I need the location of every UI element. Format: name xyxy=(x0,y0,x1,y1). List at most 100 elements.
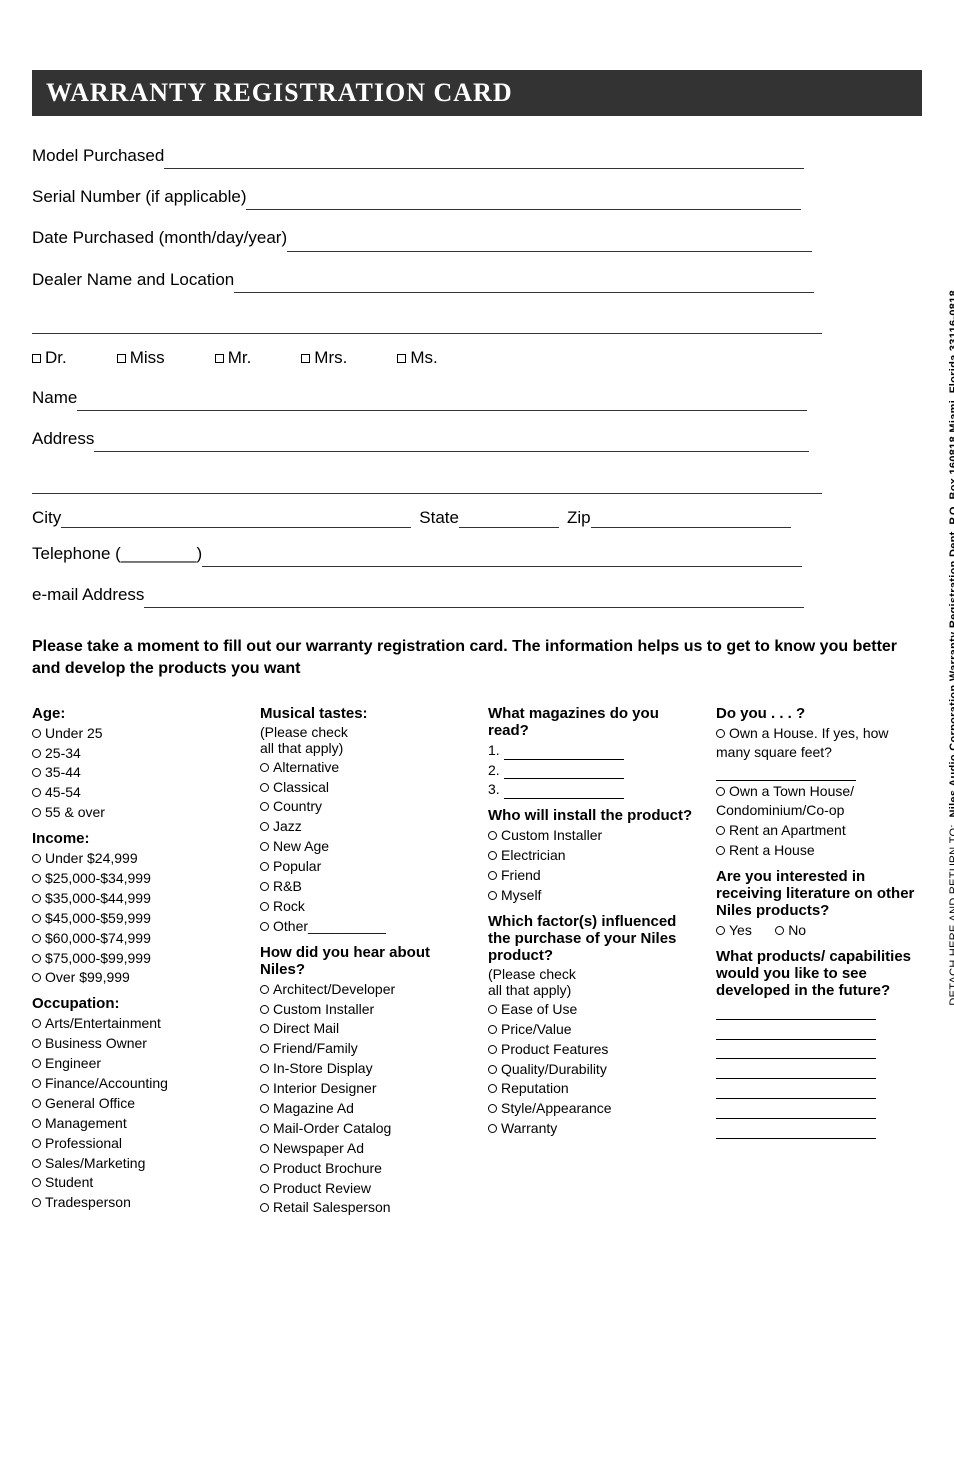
age-opt[interactable]: Under 25 xyxy=(32,724,238,743)
musical-opt[interactable]: R&B xyxy=(260,877,466,896)
magazine-line[interactable]: 2. xyxy=(488,761,694,780)
age-opt[interactable]: 55 & over xyxy=(32,803,238,822)
products-line[interactable] xyxy=(716,1021,922,1040)
field-date[interactable]: Date Purchased (month/day/year) xyxy=(32,224,922,251)
label-telephone: Telephone (________) xyxy=(32,544,202,563)
factors-opt[interactable]: Reputation xyxy=(488,1079,694,1098)
income-opt[interactable]: $25,000-$34,999 xyxy=(32,869,238,888)
label-name: Name xyxy=(32,388,77,407)
musical-opt[interactable]: Country xyxy=(260,797,466,816)
income-heading: Income: xyxy=(32,830,238,847)
occupation-opt[interactable]: Engineer xyxy=(32,1054,238,1073)
doyou-sqft[interactable] xyxy=(716,762,922,781)
income-opt[interactable]: Over $99,999 xyxy=(32,968,238,987)
hear-heading: How did you hear about Niles? xyxy=(260,944,466,978)
hear-opt[interactable]: Mail-Order Catalog xyxy=(260,1119,466,1138)
col-3: What magazines do you read? 1. 2. 3. Who… xyxy=(488,705,694,1219)
hear-opt[interactable]: Architect/Developer xyxy=(260,980,466,999)
field-zip[interactable]: Zip xyxy=(567,508,791,528)
factors-opt[interactable]: Ease of Use xyxy=(488,1000,694,1019)
musical-opt[interactable]: Jazz xyxy=(260,817,466,836)
factors-opt[interactable]: Style/Appearance xyxy=(488,1099,694,1118)
income-opt[interactable]: Under $24,999 xyxy=(32,849,238,868)
occupation-opt[interactable]: General Office xyxy=(32,1094,238,1113)
doyou-heading: Do you . . . ? xyxy=(716,705,922,722)
hear-opt[interactable]: Product Brochure xyxy=(260,1159,466,1178)
products-line[interactable] xyxy=(716,1080,922,1099)
field-city[interactable]: City xyxy=(32,508,411,528)
income-opt[interactable]: $35,000-$44,999 xyxy=(32,889,238,908)
occupation-opt[interactable]: Sales/Marketing xyxy=(32,1154,238,1173)
prefix-dr[interactable]: Dr. xyxy=(32,348,67,368)
hear-opt[interactable]: Magazine Ad xyxy=(260,1099,466,1118)
col-1: Age: Under 25 25-34 35-44 45-54 55 & ove… xyxy=(32,705,238,1219)
doyou-opt[interactable]: Rent a House xyxy=(716,841,922,860)
field-dealer[interactable]: Dealer Name and Location xyxy=(32,266,922,293)
occupation-opt[interactable]: Tradesperson xyxy=(32,1193,238,1212)
install-opt[interactable]: Friend xyxy=(488,866,694,885)
hear-opt[interactable]: Direct Mail xyxy=(260,1019,466,1038)
occupation-opt[interactable]: Professional xyxy=(32,1134,238,1153)
field-telephone[interactable]: Telephone (________) xyxy=(32,540,922,567)
income-opt[interactable]: $45,000-$59,999 xyxy=(32,909,238,928)
doyou-opt[interactable]: Own a Town House/ Condominium/Co-op xyxy=(716,782,922,820)
hear-opt[interactable]: Interior Designer xyxy=(260,1079,466,1098)
factors-opt[interactable]: Product Features xyxy=(488,1040,694,1059)
musical-opt[interactable]: Alternative xyxy=(260,758,466,777)
musical-opt[interactable]: Classical xyxy=(260,778,466,797)
prefix-mr[interactable]: Mr. xyxy=(215,348,252,368)
musical-opt[interactable]: Other__________ xyxy=(260,917,466,936)
products-line[interactable] xyxy=(716,1060,922,1079)
occupation-opt[interactable]: Management xyxy=(32,1114,238,1133)
prefix-miss[interactable]: Miss xyxy=(117,348,165,368)
hear-opt[interactable]: Custom Installer xyxy=(260,1000,466,1019)
factors-opt[interactable]: Warranty xyxy=(488,1119,694,1138)
products-line[interactable] xyxy=(716,1001,922,1020)
hear-opt[interactable]: Friend/Family xyxy=(260,1039,466,1058)
field-dealer-2[interactable] xyxy=(32,307,922,334)
income-opt[interactable]: $75,000-$99,999 xyxy=(32,949,238,968)
age-opt[interactable]: 35-44 xyxy=(32,763,238,782)
install-opt[interactable]: Myself xyxy=(488,886,694,905)
occupation-opt[interactable]: Business Owner xyxy=(32,1034,238,1053)
magazine-line[interactable]: 3. xyxy=(488,780,694,799)
prefix-mrs[interactable]: Mrs. xyxy=(301,348,347,368)
field-address-2[interactable] xyxy=(32,466,922,493)
products-line[interactable] xyxy=(716,1100,922,1119)
install-opt[interactable]: Electrician xyxy=(488,846,694,865)
occupation-opt[interactable]: Arts/Entertainment xyxy=(32,1014,238,1033)
products-heading: What products/ capabilities would you li… xyxy=(716,948,922,999)
occupation-opt[interactable]: Finance/Accounting xyxy=(32,1074,238,1093)
age-heading: Age: xyxy=(32,705,238,722)
field-email[interactable]: e-mail Address xyxy=(32,581,922,608)
hear-opt[interactable]: Retail Salesperson xyxy=(260,1198,466,1217)
prefix-ms[interactable]: Ms. xyxy=(397,348,437,368)
hear-opt[interactable]: In-Store Display xyxy=(260,1059,466,1078)
income-opt[interactable]: $60,000-$74,999 xyxy=(32,929,238,948)
field-name[interactable]: Name xyxy=(32,384,922,411)
musical-opt[interactable]: Popular xyxy=(260,857,466,876)
occupation-opt[interactable]: Student xyxy=(32,1173,238,1192)
hear-opt[interactable]: Product Review xyxy=(260,1179,466,1198)
products-line[interactable] xyxy=(716,1041,922,1060)
products-line[interactable] xyxy=(716,1120,922,1139)
age-opt[interactable]: 45-54 xyxy=(32,783,238,802)
factors-opt[interactable]: Price/Value xyxy=(488,1020,694,1039)
doyou-opt[interactable]: Rent an Apartment xyxy=(716,821,922,840)
field-address[interactable]: Address xyxy=(32,425,922,452)
musical-opt[interactable]: Rock xyxy=(260,897,466,916)
age-opt[interactable]: 25-34 xyxy=(32,744,238,763)
field-model[interactable]: Model Purchased xyxy=(32,142,922,169)
interested-yesno[interactable]: Yes No xyxy=(716,921,922,940)
hear-opt[interactable]: Newspaper Ad xyxy=(260,1139,466,1158)
doyou-own-house[interactable]: Own a House. If yes, how many square fee… xyxy=(716,724,922,762)
install-opt[interactable]: Custom Installer xyxy=(488,826,694,845)
musical-opt[interactable]: New Age xyxy=(260,837,466,856)
field-serial[interactable]: Serial Number (if applicable) xyxy=(32,183,922,210)
label-address: Address xyxy=(32,429,94,448)
magazine-line[interactable]: 1. xyxy=(488,741,694,760)
field-state[interactable]: State xyxy=(419,508,559,528)
factors-opt[interactable]: Quality/Durability xyxy=(488,1060,694,1079)
side-detach-text: DETACH HERE AND RETURN TO: Niles Audio C… xyxy=(948,290,954,1006)
label-serial: Serial Number (if applicable) xyxy=(32,187,246,206)
